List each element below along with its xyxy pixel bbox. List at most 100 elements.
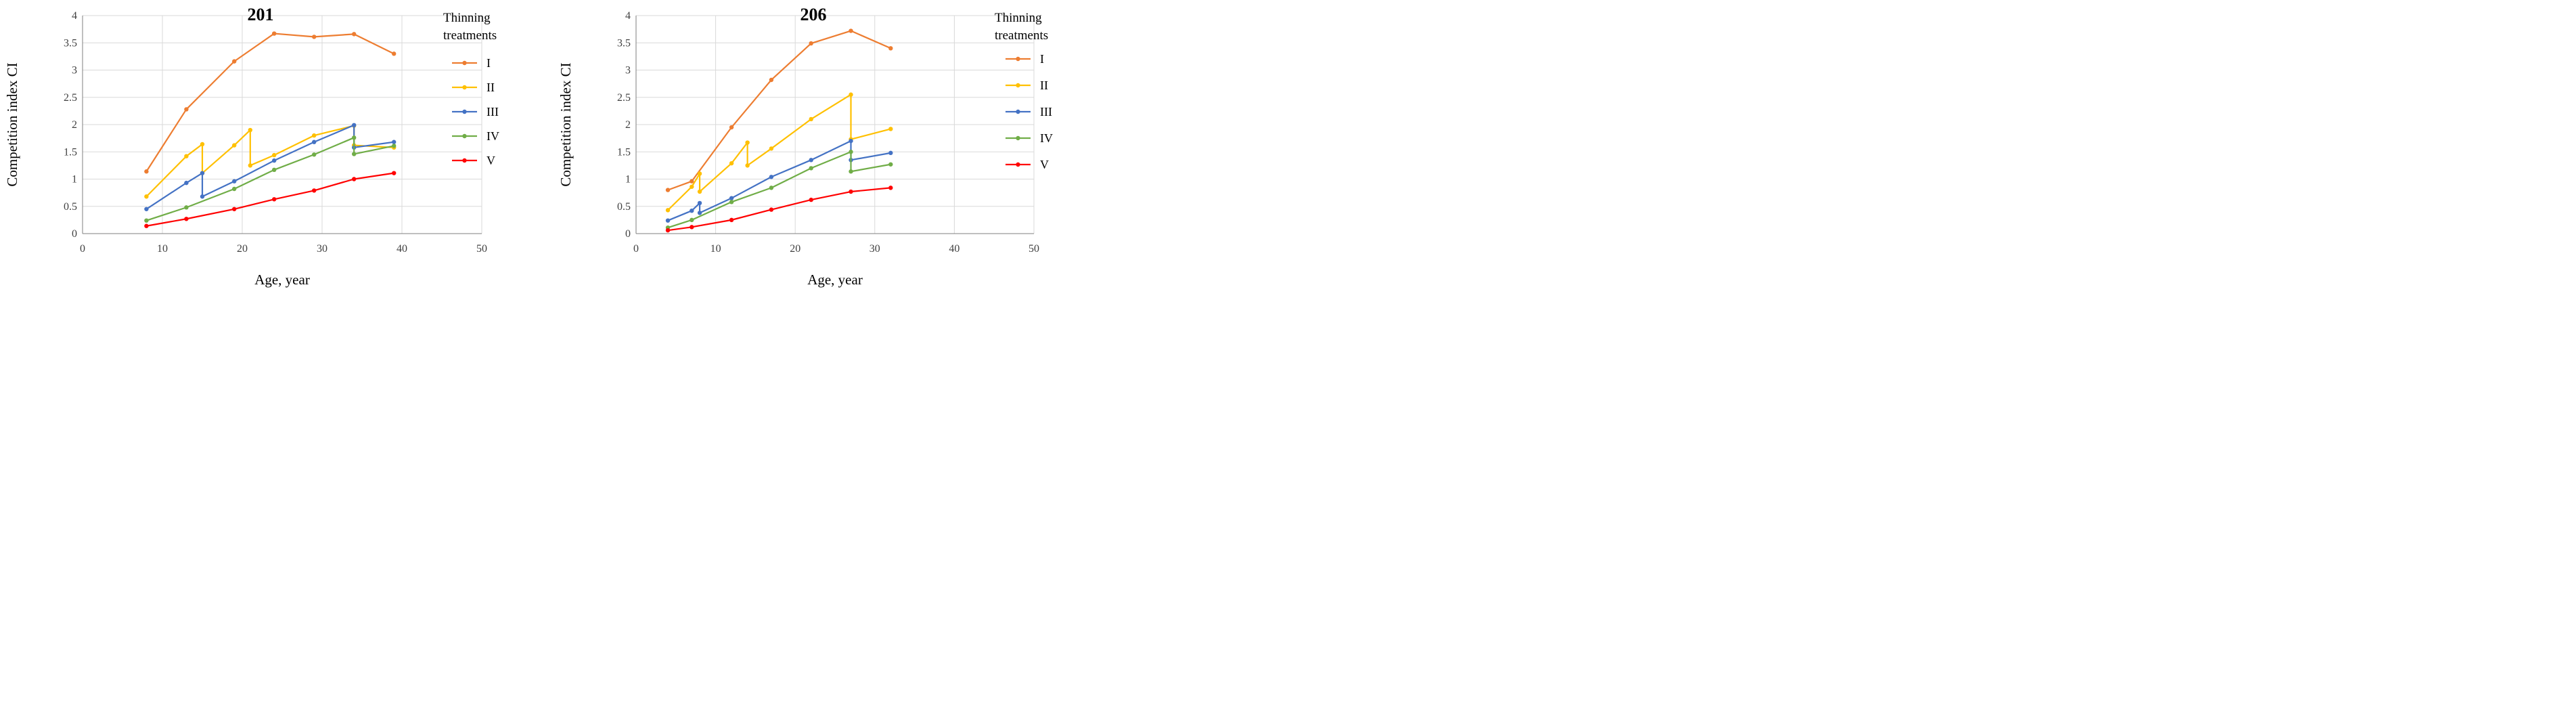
data-point [272,31,277,36]
y-tick-label: 3.5 [64,37,77,49]
y-tick-label: 3 [72,65,77,77]
series-line [145,125,394,198]
legend-label: IV [1040,131,1053,145]
x-tick-label: 0 [80,243,85,255]
legend-swatch-marker [462,109,467,114]
x-axis-title: Age, year [807,272,863,288]
y-tick-label: 1 [72,174,77,186]
legend-title: Thinning [995,11,1042,25]
y-tick-label: 2.5 [64,92,77,104]
data-point [272,197,277,202]
data-point [144,207,149,211]
data-point [729,196,734,200]
data-point [888,162,893,167]
legend-swatch-marker [462,158,467,163]
data-point [392,171,397,175]
legend-label: III [1040,105,1052,118]
series-line [667,140,891,221]
data-point [144,218,149,223]
data-point [144,194,149,199]
y-tick-label: 2 [72,119,77,131]
data-point [272,158,277,163]
data-point [665,188,671,192]
figure: 00.511.522.533.540 10 20 30 40 50Competition … [4,5,1053,288]
data-point [849,189,853,194]
y-tick-label: 3 [625,65,631,77]
data-point [184,180,189,186]
data-point [665,218,671,223]
y-tick-label: 1 [625,174,631,186]
series-line [146,172,394,227]
legend-swatch-marker [1016,162,1020,167]
x-axis-title: Age, year [254,272,310,288]
x-tick-label: 50 [1029,243,1039,255]
series-line [145,33,394,172]
y-axis-title: Competition index CI [558,62,574,186]
legend-label: V [487,154,495,167]
data-point [312,35,317,39]
y-tick-label: 4 [72,10,77,22]
data-point [849,28,853,33]
legend-title: treatments [443,28,497,43]
data-point [184,217,189,221]
legend-swatch-marker [1016,56,1020,62]
data-point [248,127,252,133]
y-tick-label: 0 [625,228,631,240]
data-point [690,225,694,230]
data-point [769,186,774,190]
data-point [312,152,317,157]
legend-label: II [487,81,495,94]
data-point [392,139,397,144]
y-tick-label: 1.5 [617,146,631,158]
data-point [272,152,277,158]
series-II [144,123,397,199]
x-tick-label: 30 [317,243,327,255]
data-point [888,186,893,190]
x-tick-label: 20 [237,243,248,255]
data-point [665,208,671,213]
data-point [232,207,237,211]
x-tick-label: 50 [476,243,487,255]
y-tick-label: 2.5 [617,92,631,104]
legend-swatch-marker [1016,109,1020,114]
data-point [745,140,750,145]
legend-label: V [1040,158,1049,171]
data-point [697,189,702,194]
data-point [809,166,813,171]
data-point [312,133,317,138]
series-V [144,171,397,228]
legend-title: Thinning [443,11,491,25]
data-point [809,197,813,202]
y-tick-label: 3.5 [617,37,631,49]
data-point [184,107,189,112]
data-point [690,184,694,189]
x-tick-label: 0 [633,243,639,255]
y-tick-label: 0.5 [64,201,77,213]
x-tick-label: 20 [790,243,800,255]
data-point [352,177,357,181]
data-point [200,171,205,175]
series-line [667,93,891,211]
data-point [888,150,893,156]
data-point [769,77,774,83]
legend-label: III [487,105,499,118]
data-point [745,163,750,168]
data-point [352,135,357,140]
data-point [144,169,149,174]
data-point [690,208,694,213]
legend-label: II [1040,79,1048,92]
data-point [809,41,813,46]
x-tick-label: 40 [397,243,407,255]
data-point [888,127,893,131]
data-point [272,167,277,173]
data-point [697,200,702,206]
data-point [697,211,702,215]
data-point [232,179,237,183]
data-point [809,158,813,163]
data-point [144,223,149,228]
x-tick-label: 40 [949,243,959,255]
y-tick-label: 2 [625,119,631,131]
data-point [392,144,397,148]
legend-swatch-marker [462,60,467,66]
